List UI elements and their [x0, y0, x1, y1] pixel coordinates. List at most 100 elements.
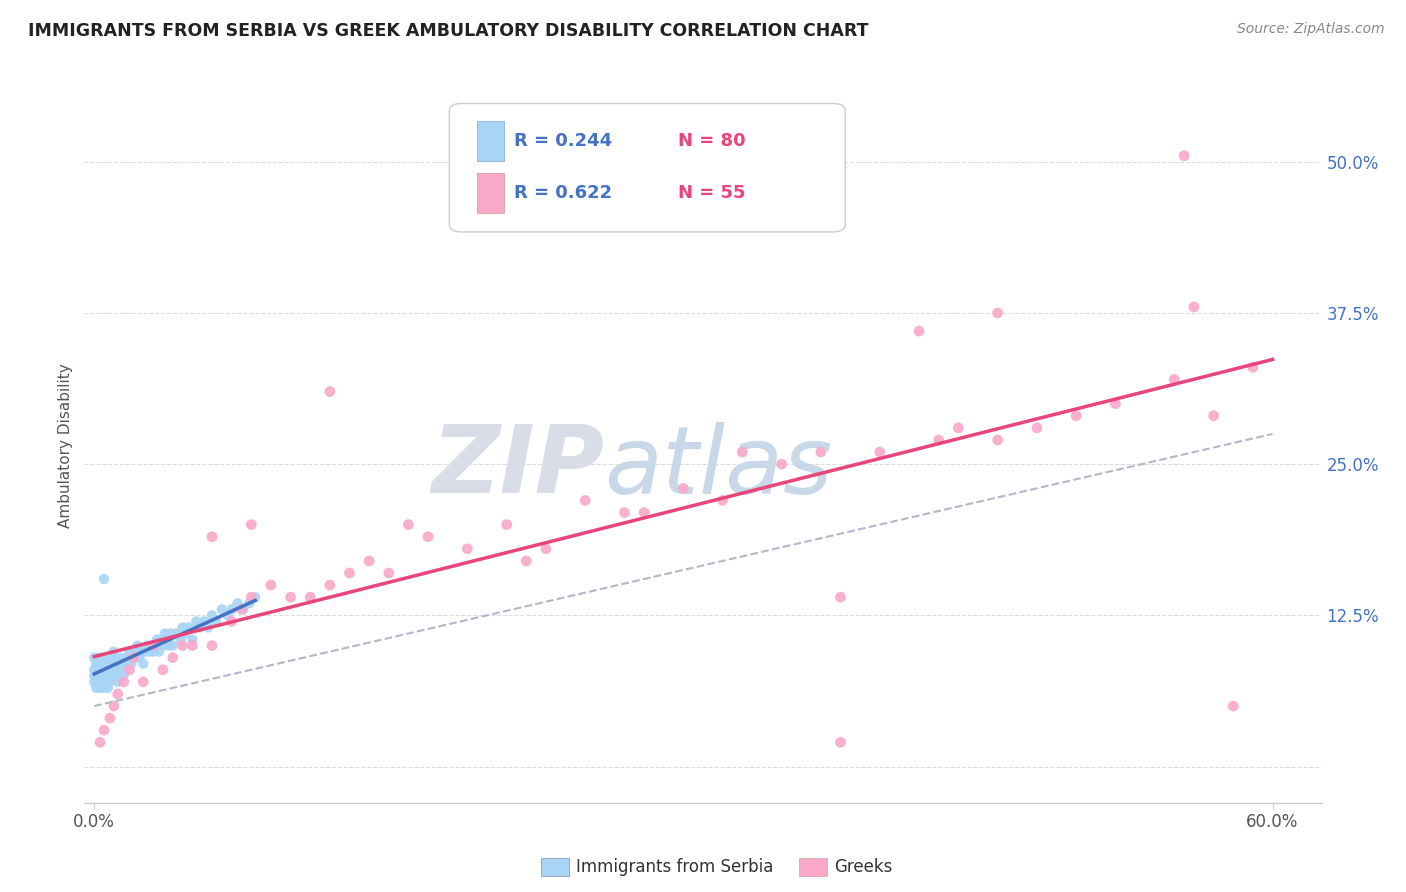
- Point: [121, 657, 143, 671]
- Point: [1202, 409, 1225, 423]
- Point: [770, 457, 793, 471]
- Point: [226, 596, 249, 610]
- Point: [181, 639, 204, 653]
- Point: [83, 669, 105, 683]
- Point: [124, 645, 146, 659]
- Point: [231, 602, 253, 616]
- Point: [319, 578, 342, 592]
- Point: [193, 615, 215, 629]
- Text: R = 0.244: R = 0.244: [513, 132, 612, 150]
- Point: [122, 650, 145, 665]
- Point: [396, 517, 419, 532]
- Point: [359, 554, 381, 568]
- Point: [280, 590, 302, 604]
- Point: [205, 615, 228, 629]
- Point: [91, 663, 114, 677]
- Point: [177, 620, 200, 634]
- Point: [146, 632, 169, 647]
- Point: [238, 596, 260, 610]
- Point: [159, 626, 181, 640]
- Point: [142, 639, 165, 653]
- Point: [101, 650, 124, 665]
- Point: [89, 657, 111, 671]
- Point: [152, 639, 174, 653]
- Point: [869, 445, 891, 459]
- Point: [169, 632, 191, 647]
- Point: [240, 590, 263, 604]
- Point: [240, 517, 263, 532]
- Point: [157, 639, 180, 653]
- Point: [142, 645, 165, 659]
- Point: [107, 657, 129, 671]
- Point: [574, 493, 596, 508]
- Text: N = 55: N = 55: [678, 184, 745, 202]
- Point: [211, 602, 233, 616]
- Point: [495, 517, 517, 532]
- Text: atlas: atlas: [605, 422, 832, 513]
- Text: ZIP: ZIP: [432, 421, 605, 514]
- Point: [98, 657, 121, 671]
- Point: [188, 620, 211, 634]
- Point: [89, 735, 111, 749]
- Point: [107, 674, 129, 689]
- Point: [94, 657, 117, 671]
- Point: [197, 620, 219, 634]
- Point: [128, 650, 150, 665]
- Point: [107, 687, 129, 701]
- Text: Greeks: Greeks: [834, 858, 893, 876]
- Point: [87, 663, 110, 677]
- Point: [143, 639, 166, 653]
- Point: [908, 324, 931, 338]
- Point: [245, 590, 267, 604]
- FancyBboxPatch shape: [477, 173, 503, 212]
- Y-axis label: Ambulatory Disability: Ambulatory Disability: [58, 364, 73, 528]
- Point: [132, 657, 155, 671]
- Point: [201, 530, 224, 544]
- Point: [153, 626, 176, 640]
- Point: [108, 663, 131, 677]
- Point: [127, 639, 149, 653]
- Point: [1241, 360, 1264, 375]
- Point: [103, 663, 125, 677]
- Point: [1104, 397, 1126, 411]
- Point: [534, 541, 557, 556]
- Point: [132, 674, 155, 689]
- Point: [93, 669, 115, 683]
- Point: [181, 632, 204, 647]
- Point: [83, 650, 105, 665]
- Point: [232, 602, 254, 616]
- Text: R = 0.622: R = 0.622: [513, 184, 612, 202]
- Point: [456, 541, 478, 556]
- Point: [948, 421, 970, 435]
- Point: [89, 669, 111, 683]
- Point: [515, 554, 537, 568]
- Point: [221, 602, 243, 616]
- Point: [156, 632, 179, 647]
- Point: [134, 645, 156, 659]
- Point: [104, 669, 127, 683]
- Point: [830, 590, 852, 604]
- Text: IMMIGRANTS FROM SERBIA VS GREEK AMBULATORY DISABILITY CORRELATION CHART: IMMIGRANTS FROM SERBIA VS GREEK AMBULATO…: [28, 22, 869, 40]
- Point: [111, 650, 134, 665]
- Point: [1163, 372, 1185, 386]
- Point: [928, 433, 950, 447]
- Point: [114, 657, 136, 671]
- Point: [186, 615, 208, 629]
- Point: [810, 445, 832, 459]
- Point: [104, 650, 127, 665]
- Point: [136, 639, 159, 653]
- Point: [83, 674, 105, 689]
- Point: [166, 626, 188, 640]
- Point: [87, 674, 110, 689]
- Point: [378, 566, 401, 580]
- Point: [87, 650, 110, 665]
- Point: [122, 650, 145, 665]
- Point: [83, 663, 105, 677]
- Point: [98, 711, 121, 725]
- Point: [731, 445, 754, 459]
- Point: [416, 530, 439, 544]
- Point: [1064, 409, 1087, 423]
- Point: [201, 608, 224, 623]
- Point: [172, 639, 194, 653]
- Point: [148, 645, 170, 659]
